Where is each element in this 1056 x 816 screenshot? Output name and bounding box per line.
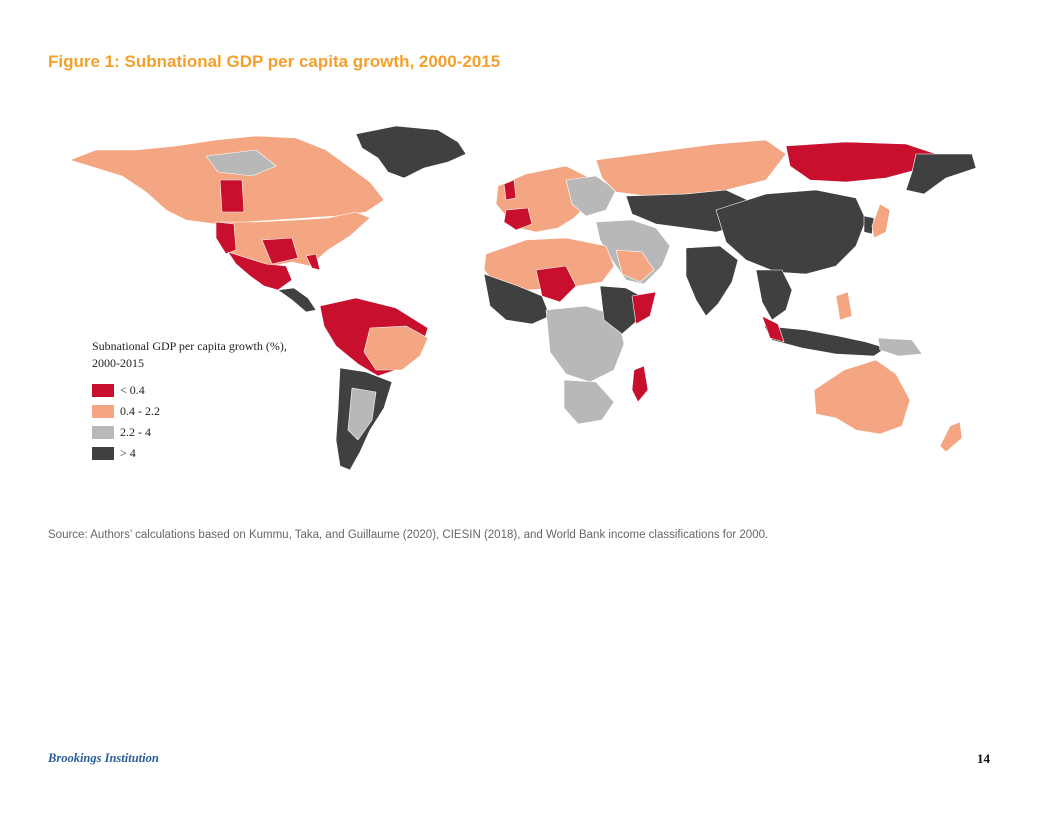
legend-label: 2.2 - 4 [120, 425, 151, 439]
legend-item: < 0.4 [92, 380, 287, 401]
legend-title-line1: Subnational GDP per capita growth (%), [92, 339, 287, 353]
legend-swatch-red [92, 384, 114, 397]
region-africa-central [545, 305, 625, 383]
region-europe-east [565, 175, 617, 217]
region-iberia [503, 207, 533, 231]
region-uk [503, 179, 517, 201]
region-philippines [835, 291, 853, 321]
footer-publisher: Brookings Institution [48, 751, 159, 765]
legend-label: < 0.4 [120, 383, 145, 397]
region-usa-west [215, 221, 237, 255]
region-arabia [615, 249, 655, 283]
region-greenland [355, 125, 467, 179]
region-new-guinea [877, 337, 923, 357]
region-russia-east [785, 141, 937, 183]
figure-title: Figure 1: Subnational GDP per capita gro… [48, 52, 501, 71]
region-africa-west [483, 273, 551, 325]
legend-item: > 4 [92, 443, 287, 464]
legend-swatch-grey [92, 426, 114, 439]
region-india [685, 245, 739, 317]
region-africa-south [563, 379, 615, 425]
world-map [66, 120, 980, 500]
legend-swatch-dark [92, 447, 114, 460]
legend-swatch-salmon [92, 405, 114, 418]
region-china [715, 189, 867, 275]
legend-title-line2: 2000-2015 [92, 356, 144, 370]
region-argentina [347, 387, 377, 441]
legend-label: > 4 [120, 446, 136, 460]
region-russia-west [595, 139, 787, 197]
region-south-america-east [363, 325, 429, 371]
region-central-america [277, 287, 317, 313]
map-legend: Subnational GDP per capita growth (%), 2… [92, 338, 287, 464]
legend-label: 0.4 - 2.2 [120, 404, 160, 418]
region-indonesia [763, 325, 887, 357]
region-russia-far-east [905, 153, 977, 195]
region-southeast-asia [755, 269, 793, 321]
region-horn-of-africa [631, 291, 657, 325]
region-new-zealand [939, 421, 963, 453]
region-madagascar [631, 365, 649, 403]
legend-item: 0.4 - 2.2 [92, 401, 287, 422]
region-japan [871, 203, 891, 239]
legend-title: Subnational GDP per capita growth (%), 2… [92, 338, 287, 372]
region-africa-sahel [535, 265, 577, 303]
source-note: Source: Authors’ calculations based on K… [48, 529, 769, 541]
region-australia [813, 359, 911, 435]
region-usa-florida [305, 253, 321, 271]
region-usa-south [261, 237, 299, 265]
region-canada-alberta [219, 179, 245, 213]
page-number: 14 [977, 751, 990, 766]
region-korea [863, 215, 875, 235]
region-canada-north [205, 149, 277, 177]
region-sumatra [761, 315, 785, 343]
legend-item: 2.2 - 4 [92, 422, 287, 443]
